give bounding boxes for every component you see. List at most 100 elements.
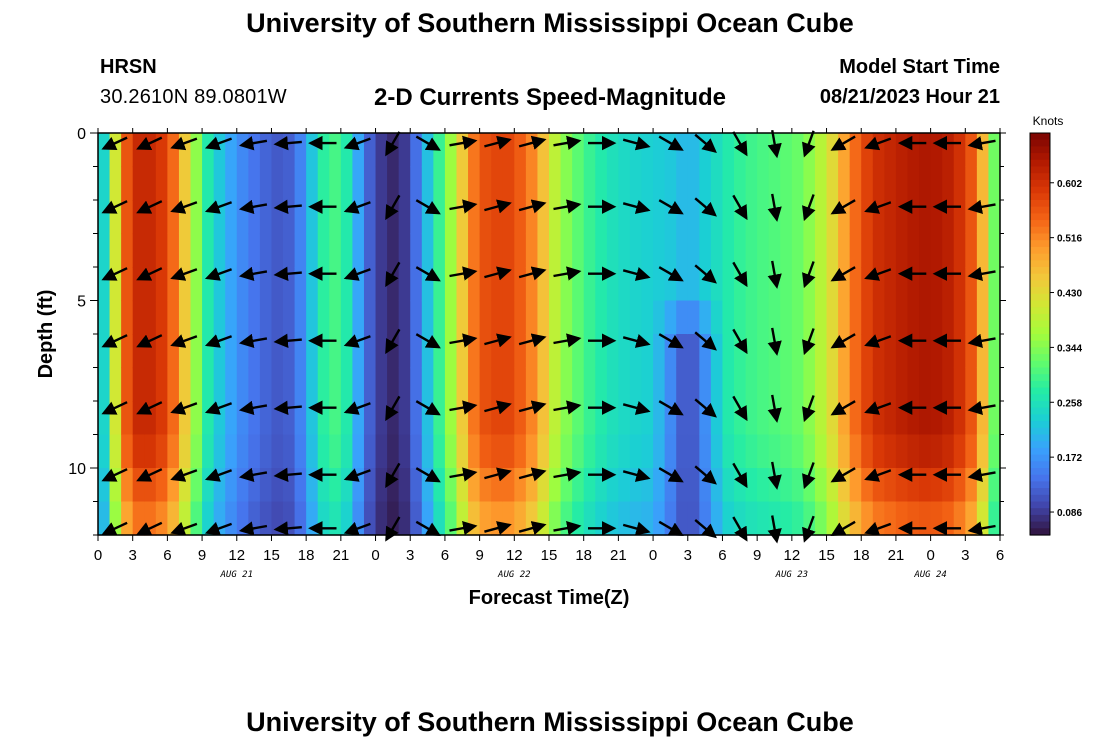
heatmap-cell	[514, 267, 527, 302]
heatmap-cell	[167, 267, 180, 302]
heatmap-cell	[676, 233, 689, 268]
heatmap-cell	[745, 267, 758, 302]
heatmap-cell	[352, 166, 365, 201]
heatmap-cell	[144, 233, 157, 268]
heatmap-cell	[375, 468, 388, 503]
heatmap-cell	[803, 367, 816, 402]
current-vector	[449, 400, 478, 415]
colorbar-swatch	[1030, 394, 1050, 402]
colorbar-swatch	[1030, 139, 1050, 147]
current-vector	[101, 267, 128, 281]
heatmap-cell	[213, 133, 226, 168]
heatmap-cell	[849, 434, 862, 469]
heatmap-cell	[479, 166, 492, 201]
current-vector	[204, 334, 233, 348]
heatmap-cell	[132, 133, 145, 168]
heatmap-cell	[398, 401, 411, 436]
x-tick-label: 9	[198, 547, 206, 564]
current-vector	[967, 400, 996, 415]
current-vector	[238, 199, 268, 214]
heatmap-cell	[988, 200, 1001, 235]
heatmap-cell	[641, 468, 654, 503]
heatmap-cell	[687, 133, 700, 168]
heatmap-cell	[202, 367, 215, 402]
heatmap-cell	[294, 468, 307, 503]
heatmap-cell	[340, 468, 354, 503]
heatmap-cell	[919, 334, 932, 369]
heatmap-cell	[340, 434, 354, 469]
heatmap-cell	[919, 133, 932, 168]
x-tick-label: 18	[575, 547, 592, 564]
heatmap-cell	[884, 200, 897, 235]
footer-title: University of Southern Mississippi Ocean…	[246, 707, 854, 737]
heatmap-cell	[849, 233, 862, 268]
colorbar-swatch	[1030, 380, 1050, 389]
heatmap-cell	[618, 233, 631, 268]
heatmap-cell	[595, 166, 608, 201]
heatmap-cell	[236, 200, 249, 235]
heatmap-cell	[491, 300, 504, 335]
heatmap-cell	[294, 401, 307, 436]
heatmap-cell	[942, 300, 955, 335]
heatmap-cell	[814, 501, 828, 536]
heatmap-cell	[190, 334, 203, 369]
heatmap-cell	[965, 334, 978, 369]
heatmap-cell	[549, 501, 562, 536]
heatmap-cell	[283, 133, 296, 168]
heatmap-cell	[283, 233, 296, 268]
heatmap-cell	[213, 434, 226, 469]
heatmap-cell	[560, 166, 573, 201]
heatmap-cell	[942, 468, 955, 503]
heatmap-cell	[132, 334, 145, 369]
x-axis: 0 3 6 9 12 15 18 21 0 3 6 9 12 15 18 21 0 3 6 9 12 15 18 21 0 3 6 A…	[94, 128, 1004, 580]
heatmap-cell	[895, 133, 909, 168]
heatmap-cell	[178, 434, 192, 469]
heatmap-cell	[699, 401, 712, 436]
heatmap-cell	[710, 233, 724, 268]
heatmap-cell	[988, 233, 1001, 268]
heatmap-cell	[190, 434, 203, 469]
heatmap-cell	[653, 501, 666, 536]
heatmap-cell	[398, 300, 411, 335]
heatmap-cell	[641, 401, 654, 436]
heatmap-cell	[757, 267, 770, 302]
heatmap-cell	[433, 166, 446, 201]
heatmap-cell	[259, 401, 273, 436]
colorbar-tick-label: 0.344	[1057, 343, 1082, 354]
colorbar-swatch	[1030, 514, 1050, 523]
current-vector	[273, 199, 302, 214]
colorbar-swatch	[1030, 186, 1050, 194]
heatmap-cell	[479, 334, 492, 369]
heatmap-cell	[861, 300, 874, 335]
colorbar-tick-label: 0.602	[1057, 179, 1082, 190]
heatmap-cell	[375, 501, 388, 536]
current-vector	[449, 521, 478, 536]
current-vector	[343, 334, 371, 348]
heatmap-cell	[410, 401, 423, 436]
heatmap-cell	[988, 367, 1001, 402]
current-vector	[101, 200, 128, 214]
heatmap-cell	[456, 233, 469, 268]
heatmap-cell	[618, 367, 631, 402]
heatmap-cell	[965, 367, 978, 402]
heatmap-cell	[167, 233, 180, 268]
colorbar-swatch	[1030, 474, 1050, 482]
heatmap-cell	[167, 401, 180, 436]
heatmap-cell	[919, 166, 932, 201]
heatmap-cell	[710, 468, 724, 503]
heatmap-cell	[317, 166, 330, 201]
heatmap-cell	[988, 267, 1001, 302]
heatmap-cell	[190, 401, 203, 436]
heatmap-cell	[699, 233, 712, 268]
x-tick-label: 12	[506, 547, 523, 564]
colorbar-swatch	[1030, 447, 1050, 456]
current-vector	[864, 334, 892, 348]
heatmap-cell	[757, 133, 770, 168]
heatmap-cell	[618, 401, 631, 436]
heatmap-cell	[895, 166, 909, 201]
heatmap-cell	[410, 133, 423, 168]
heatmap-cell	[849, 166, 862, 201]
heatmap-cell	[757, 434, 770, 469]
heatmap-cell	[167, 300, 180, 335]
heatmap-cell	[259, 200, 273, 235]
